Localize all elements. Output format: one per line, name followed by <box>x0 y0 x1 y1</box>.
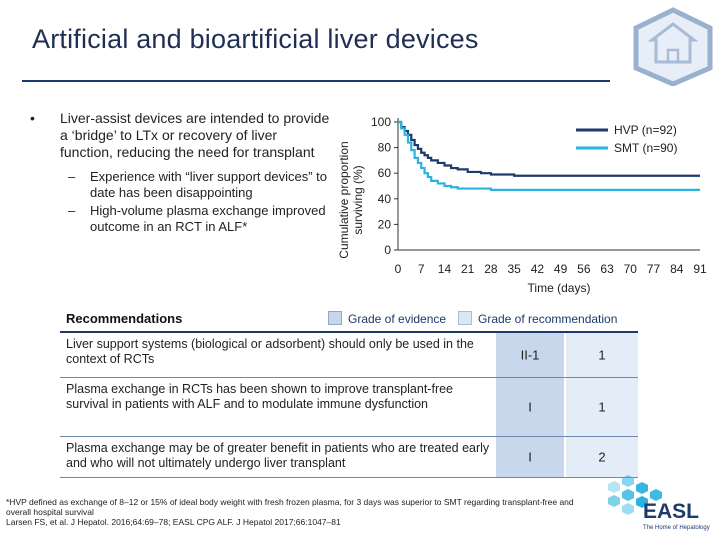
x-tick-label: 42 <box>531 262 545 276</box>
recommendations-table: Recommendations Grade of evidence Grade … <box>60 307 638 478</box>
x-tick-label: 49 <box>554 262 568 276</box>
slide-title: Artificial and bioartificial liver devic… <box>32 24 479 54</box>
home-icon[interactable] <box>628 6 718 86</box>
x-tick-label: 77 <box>647 262 661 276</box>
x-tick-label: 21 <box>461 262 475 276</box>
legend-evidence-label: Grade of evidence <box>348 312 447 326</box>
x-axis-label: Time (days) <box>528 281 591 295</box>
y-tick-label: 40 <box>378 192 392 206</box>
x-tick-label: 70 <box>624 262 638 276</box>
y-tick-label: 100 <box>371 115 391 129</box>
x-tick-label: 56 <box>577 262 591 276</box>
y-tick-label: 60 <box>378 166 392 180</box>
slide-header: Artificial and bioartificial liver devic… <box>0 0 720 92</box>
sub-bullet-marker: – <box>68 169 76 184</box>
x-tick-label: 91 <box>693 262 707 276</box>
x-tick-label: 84 <box>670 262 684 276</box>
evidence-cell: I <box>496 378 564 436</box>
grade-value: 2 <box>598 449 606 465</box>
title-divider <box>22 80 610 82</box>
y-tick-label: 0 <box>384 243 391 257</box>
grade-cell: 1 <box>566 333 638 377</box>
footnote: *HVP defined as exchange of 8–12 or 15% … <box>6 497 596 527</box>
recommendations-title: Recommendations <box>66 311 183 326</box>
x-tick-label: 35 <box>507 262 521 276</box>
sub-bullet-marker: – <box>68 203 76 218</box>
easl-tagline: The Home of Hepatology <box>643 525 710 531</box>
sub-bullet: – High-volume plasma exchange improved o… <box>30 203 330 235</box>
evidence-cell: II-1 <box>496 333 564 377</box>
legend-label: SMT (n=90) <box>614 141 677 155</box>
grade-value: 1 <box>598 399 606 415</box>
bullet-main: • Liver-assist devices are intended to p… <box>30 110 330 161</box>
legend-evidence: Grade of evidence <box>328 311 446 326</box>
series-line-smt <box>398 120 700 191</box>
evidence-value: II-1 <box>520 347 540 363</box>
recommendation-swatch <box>458 311 472 325</box>
bullet-list: • Liver-assist devices are intended to p… <box>30 110 330 235</box>
evidence-value: I <box>528 399 532 415</box>
x-tick-label: 7 <box>418 262 425 276</box>
y-tick-label: 20 <box>378 217 392 231</box>
table-row: Plasma exchange may be of greater benefi… <box>60 437 638 478</box>
x-tick-label: 28 <box>484 262 498 276</box>
table-row: Plasma exchange in RCTs has been shown t… <box>60 378 638 437</box>
easl-mark-icon <box>608 475 662 515</box>
evidence-swatch <box>328 311 342 325</box>
legend-recommendation-label: Grade of recommendation <box>478 312 618 326</box>
evidence-value: I <box>528 449 532 465</box>
survival-chart: 0 20 40 60 80 100 0 7 14 21 28 35 42 49 56 63 70 77 84 91 Ti… <box>337 115 707 295</box>
footnote-references: Larsen FS, et al. J Hepatol. 2016;64:69–… <box>6 517 341 527</box>
recommendation-text: Plasma exchange in RCTs has been shown t… <box>66 382 454 411</box>
grade-value: 1 <box>598 347 606 363</box>
grade-cell: 2 <box>566 437 638 477</box>
y-axis-label: Cumulative proportionsurviving (%) <box>337 141 365 258</box>
sub-bullet-text: Experience with “liver support devices” … <box>90 169 327 200</box>
y-tick-label: 80 <box>378 141 392 155</box>
table-row: Liver support systems (biological or ads… <box>60 333 638 378</box>
grade-cell: 1 <box>566 378 638 436</box>
series-line-hvp <box>398 120 700 177</box>
recommendations-header: Recommendations Grade of evidence Grade … <box>60 307 638 333</box>
x-tick-label: 14 <box>438 262 452 276</box>
recommendation-text: Liver support systems (biological or ads… <box>66 337 474 366</box>
easl-logo[interactable]: EASL The Home of Hepatology <box>600 472 718 538</box>
sub-bullet-text: High-volume plasma exchange improved out… <box>90 203 326 234</box>
x-tick-label: 63 <box>600 262 614 276</box>
evidence-cell: I <box>496 437 564 477</box>
bullet-marker: • <box>30 110 35 126</box>
legend-label: HVP (n=92) <box>614 123 677 137</box>
easl-wordmark: EASL <box>643 500 699 523</box>
bullet-text: Liver-assist devices are intended to pro… <box>60 110 330 160</box>
legend-recommendation: Grade of recommendation <box>458 311 617 326</box>
footnote-definition: *HVP defined as exchange of 8–12 or 15% … <box>6 497 574 517</box>
x-tick-label: 0 <box>395 262 402 276</box>
sub-bullet: – Experience with “liver support devices… <box>30 169 330 201</box>
recommendation-text: Plasma exchange may be of greater benefi… <box>66 441 490 470</box>
